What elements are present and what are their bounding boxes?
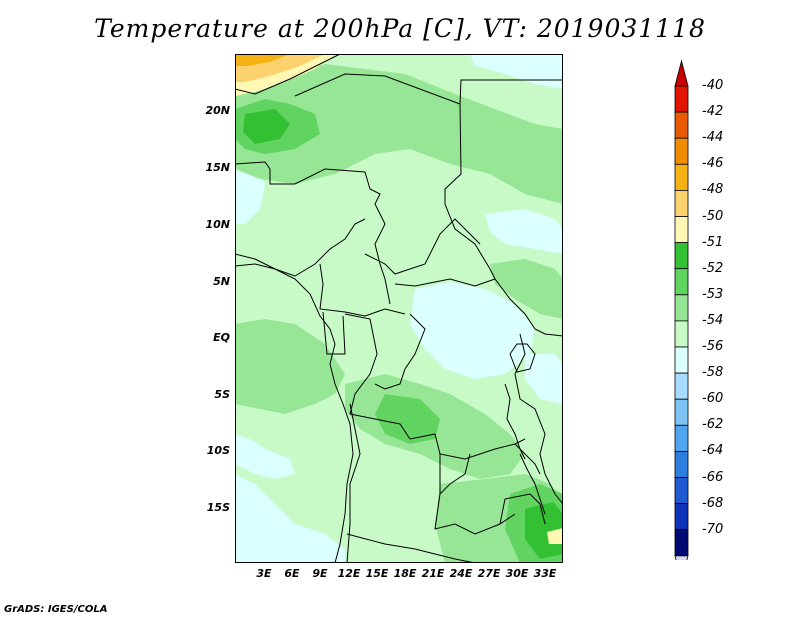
lon-tick-label: 6E bbox=[284, 567, 300, 580]
lon-tick-label: 15E bbox=[365, 567, 389, 580]
contour-minus54-east-lake bbox=[525, 354, 563, 404]
contour-minus54-south-west bbox=[235, 474, 345, 563]
border-line bbox=[439, 453, 471, 496]
chart-title: Temperature at 200hPa [C], VT: 201903111… bbox=[94, 14, 706, 43]
lat-tick-label: 5N bbox=[213, 275, 230, 288]
lat-tick-label: 20N bbox=[205, 104, 230, 117]
credit-text: GrADS: IGES/COLA bbox=[4, 604, 108, 615]
colorbar-swatch bbox=[674, 320, 689, 348]
colorbar-label: -42 bbox=[702, 104, 724, 120]
colorbar-swatch bbox=[674, 450, 689, 478]
lon-tick-label: 27E bbox=[477, 567, 501, 580]
colorbar-label: -62 bbox=[702, 417, 724, 433]
colorbar-bottom-arrow bbox=[674, 555, 689, 560]
colorbar-swatch bbox=[674, 189, 689, 217]
contour-minus53-north bbox=[235, 64, 563, 204]
contour-minus54-north-west bbox=[235, 164, 265, 224]
contour-minus52-south bbox=[375, 394, 440, 444]
colorbar-label: -58 bbox=[702, 365, 724, 381]
colorbar-swatch bbox=[674, 268, 689, 296]
colorbar-swatch bbox=[674, 477, 689, 505]
temperature-map bbox=[235, 54, 563, 563]
colorbar-top-arrow bbox=[674, 60, 689, 87]
border-line bbox=[344, 313, 526, 460]
lon-tick-label: 12E bbox=[337, 567, 361, 580]
contour-minus54-central bbox=[410, 282, 535, 379]
colorbar bbox=[674, 60, 689, 560]
colorbar-swatch bbox=[674, 398, 689, 426]
contour-minus51-north-west bbox=[243, 109, 290, 144]
colorbar-label: -51 bbox=[702, 234, 724, 250]
border-line bbox=[374, 313, 426, 390]
border-line bbox=[346, 403, 361, 563]
lon-tick-label: 24E bbox=[449, 567, 473, 580]
border-line bbox=[364, 218, 481, 275]
lake-outline bbox=[519, 453, 546, 515]
lon-tick-label: 9E bbox=[312, 567, 328, 580]
colorbar-swatch bbox=[674, 242, 689, 270]
lon-tick-label: 30E bbox=[505, 567, 529, 580]
contour-minus54-east bbox=[485, 209, 563, 254]
colorbar-label: -53 bbox=[702, 286, 724, 302]
colorbar-swatch bbox=[674, 294, 689, 322]
colorbar-swatch bbox=[674, 137, 689, 165]
colorbar-swatch bbox=[674, 111, 689, 139]
colorbar-label: -64 bbox=[702, 443, 724, 459]
border-line bbox=[322, 311, 346, 355]
lat-tick-label: 10S bbox=[206, 444, 230, 457]
colorbar-swatch bbox=[674, 503, 689, 531]
colorbar-swatch bbox=[674, 85, 689, 113]
colorbar-label: -54 bbox=[702, 312, 724, 328]
colorbar-label: -66 bbox=[702, 469, 724, 485]
lat-tick-label: 15S bbox=[206, 501, 230, 514]
border-line bbox=[434, 493, 516, 535]
map-panel bbox=[235, 54, 563, 563]
colorbar-label: -40 bbox=[702, 78, 724, 93]
colorbar-label: -56 bbox=[702, 339, 724, 354]
border-line bbox=[346, 533, 476, 563]
colorbar-swatch bbox=[674, 346, 689, 374]
lake-outline bbox=[504, 383, 526, 460]
border-line bbox=[514, 333, 563, 505]
colorbar-label: -60 bbox=[702, 391, 724, 407]
lon-tick-label: 18E bbox=[393, 567, 417, 580]
colorbar-label: -48 bbox=[702, 182, 724, 198]
colorbar-swatch bbox=[674, 424, 689, 452]
border-line bbox=[235, 161, 391, 305]
contour-minus54-west-coast bbox=[235, 434, 295, 479]
colorbar-label: -52 bbox=[702, 260, 724, 276]
lon-tick-label: 3E bbox=[256, 567, 272, 580]
colorbar-label: -68 bbox=[702, 495, 724, 511]
lon-tick-label: 21E bbox=[421, 567, 445, 580]
colorbar-swatch bbox=[674, 529, 689, 557]
colorbar-label: -44 bbox=[702, 130, 724, 146]
colorbar-label: -70 bbox=[702, 521, 724, 537]
border-line bbox=[235, 218, 366, 277]
colorbar-label: -46 bbox=[702, 156, 724, 172]
coastline bbox=[235, 263, 354, 563]
border-line bbox=[394, 278, 563, 337]
colorbar-swatch bbox=[674, 216, 689, 244]
lat-tick-label: 10N bbox=[205, 218, 230, 231]
contour-minus46-north-west bbox=[235, 54, 290, 66]
lat-tick-label: EQ bbox=[213, 331, 230, 344]
colorbar-swatch bbox=[674, 372, 689, 400]
contour-minus53-west bbox=[235, 319, 345, 414]
border-line bbox=[235, 54, 341, 95]
contour-minus53-east-central bbox=[490, 259, 563, 319]
colorbar-label: -50 bbox=[702, 208, 724, 224]
border-line bbox=[459, 79, 563, 105]
border-line bbox=[499, 493, 546, 525]
border-line bbox=[294, 73, 496, 280]
lat-tick-label: 15N bbox=[205, 161, 230, 174]
map-frame bbox=[235, 54, 563, 563]
lat-tick-label: 5S bbox=[214, 388, 230, 401]
contour-minus51-south-east bbox=[525, 502, 563, 559]
contour-minus50-south-east bbox=[547, 528, 563, 544]
lon-tick-label: 33E bbox=[533, 567, 557, 580]
colorbar-swatch bbox=[674, 163, 689, 191]
border-line bbox=[319, 263, 406, 317]
lake-outline bbox=[509, 343, 536, 373]
country-borders bbox=[235, 54, 563, 563]
